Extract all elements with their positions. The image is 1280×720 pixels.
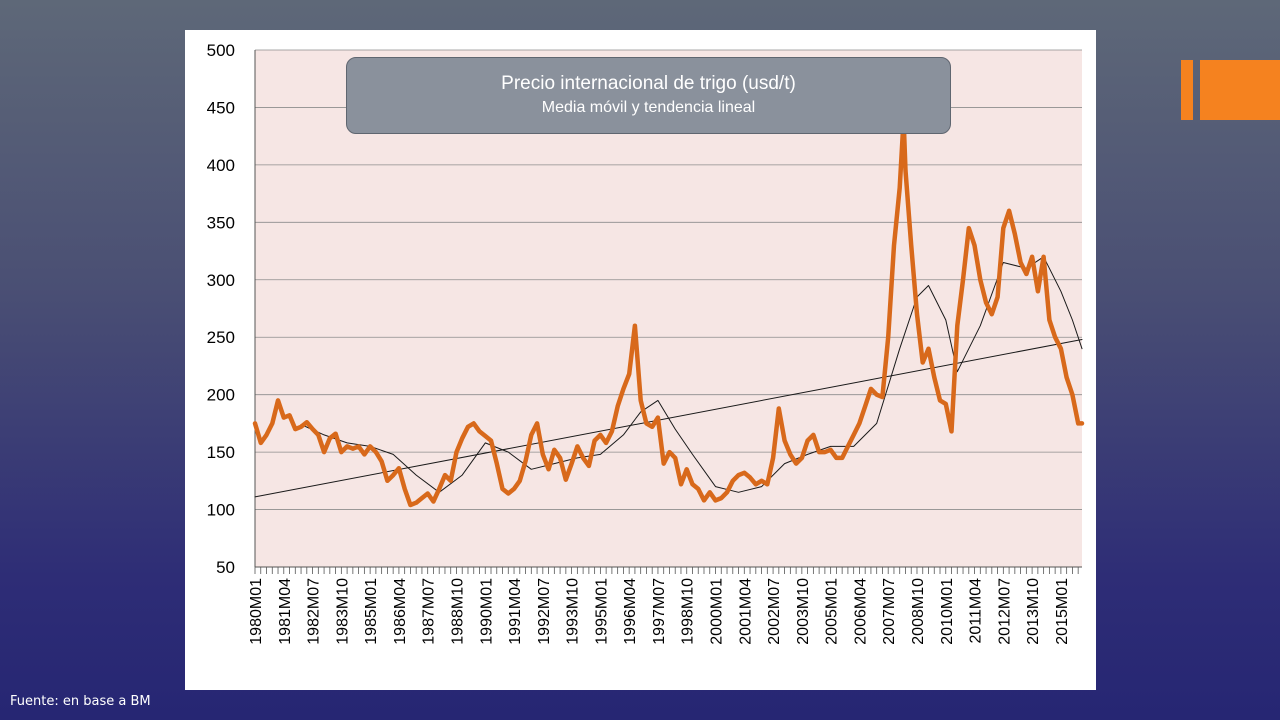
y-tick-label: 450 <box>207 98 235 117</box>
chart-panel: 500 450 400 350 300 250 200 150 100 50 1980M01 198… <box>185 30 1096 690</box>
x-axis: 1980M01 1981M04 1982M07 1983M10 1985M01 1986M… <box>248 50 1082 645</box>
x-tick-label: 1991M04 <box>507 578 524 645</box>
y-tick-label: 400 <box>207 156 235 175</box>
x-tick-label: 1988M10 <box>449 578 466 645</box>
y-tick-label: 200 <box>207 386 235 405</box>
y-tick-label: 150 <box>207 443 235 462</box>
x-tick-label: 2008M10 <box>910 578 927 645</box>
moving-average-line <box>300 256 1083 493</box>
chart-subtitle: Media móvil y tendencia lineal <box>541 99 756 116</box>
chart-title-box: Precio internacional de trigo (usd/t) Me… <box>346 57 951 134</box>
y-tick-label: 250 <box>207 328 235 347</box>
y-tick-label: 300 <box>207 271 235 290</box>
x-tick-label: 2010M01 <box>939 578 956 645</box>
x-tick-label: 1986M04 <box>392 578 409 645</box>
x-tick-label: 1998M10 <box>680 578 697 645</box>
x-tick-label: 1995M01 <box>593 578 610 645</box>
x-tick-label: 2012M07 <box>996 578 1013 645</box>
x-tick-label: 2015M01 <box>1054 578 1071 645</box>
y-axis-ticks: 500 450 400 350 300 250 200 150 100 50 <box>207 41 235 577</box>
x-tick-label: 2000M01 <box>709 578 726 645</box>
series-lines <box>252 116 1085 508</box>
x-tick-label: 1982M07 <box>306 578 323 645</box>
x-tick-label: 2007M07 <box>881 578 898 645</box>
x-tick-label: 1985M01 <box>363 578 380 645</box>
x-tick-label: 1997M07 <box>651 578 668 645</box>
accent-bar-narrow <box>1181 60 1193 120</box>
x-tick-label: 2002M07 <box>766 578 783 645</box>
x-tick-label: 1983M10 <box>334 578 351 645</box>
x-tick-label: 1980M01 <box>248 578 265 645</box>
y-tick-label: 500 <box>207 41 235 60</box>
source-note: Fuente: en base a BM <box>10 694 151 709</box>
x-tick-label: 1987M07 <box>421 578 438 645</box>
chart-title: Precio internacional de trigo (usd/t) <box>501 73 796 94</box>
x-tick-label: 2011M04 <box>968 578 985 644</box>
x-tick-label: 2001M04 <box>737 578 754 645</box>
x-tick-label: 1993M10 <box>565 578 582 645</box>
x-tick-label: 1992M07 <box>536 578 553 645</box>
x-tick-label: 1981M04 <box>277 578 294 645</box>
y-tick-label: 100 <box>207 501 235 520</box>
accent-bar-wide <box>1200 60 1280 120</box>
y-tick-label: 350 <box>207 213 235 232</box>
x-tick-label: 1996M04 <box>622 578 639 645</box>
x-tick-label: 2013M10 <box>1025 578 1042 645</box>
x-tick-label: 2003M10 <box>795 578 812 645</box>
x-tick-label: 1990M01 <box>478 578 495 645</box>
x-tick-label: 2006M04 <box>852 578 869 645</box>
plot-area <box>255 50 1082 567</box>
y-tick-label: 50 <box>216 558 235 577</box>
price-line <box>252 116 1085 508</box>
x-tick-label: 2005M01 <box>824 578 841 645</box>
